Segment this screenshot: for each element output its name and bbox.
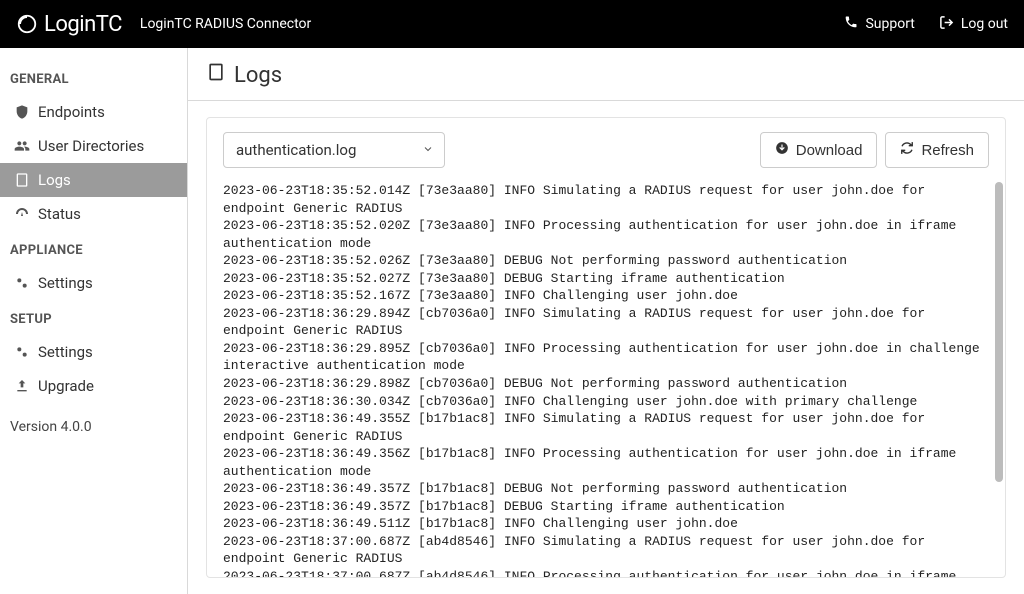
- cogs-icon: [14, 275, 30, 291]
- download-button[interactable]: Download: [760, 132, 878, 168]
- sidebar-item-appliance-settings[interactable]: Settings: [0, 266, 187, 300]
- log-file-select[interactable]: authentication.log: [223, 132, 445, 168]
- sidebar-item-user-directories[interactable]: User Directories: [0, 129, 187, 163]
- logout-icon: [939, 15, 954, 34]
- selected-log-label: authentication.log: [236, 141, 356, 159]
- logo-text: LoginTC: [44, 12, 122, 37]
- topbar: LoginTC LoginTC RADIUS Connector Support…: [0, 0, 1024, 48]
- support-label: Support: [865, 16, 914, 32]
- refresh-button[interactable]: Refresh: [885, 132, 989, 168]
- log-output[interactable]: 2023-06-23T18:35:52.014Z [73e3aa80] INFO…: [207, 182, 1005, 577]
- section-appliance: APPLIANCE: [0, 231, 187, 266]
- sidebar-item-label: Status: [38, 205, 81, 223]
- main-area: Logs authentication.log: [188, 48, 1024, 594]
- sidebar-item-label: User Directories: [38, 137, 144, 155]
- support-link[interactable]: Support: [844, 15, 914, 33]
- page-title: Logs: [234, 63, 282, 88]
- section-general: GENERAL: [0, 60, 187, 95]
- sidebar-item-label: Settings: [38, 274, 93, 292]
- users-icon: [14, 138, 30, 154]
- page-header: Logs: [188, 48, 1024, 101]
- scrollbar-thumb[interactable]: [995, 182, 1003, 482]
- book-icon: [206, 62, 226, 88]
- sidebar-item-logs[interactable]: Logs: [0, 163, 187, 197]
- logo-icon: [16, 13, 38, 35]
- sidebar-item-status[interactable]: Status: [0, 197, 187, 231]
- upload-icon: [14, 378, 30, 394]
- sidebar-item-label: Settings: [38, 343, 93, 361]
- download-icon: [775, 141, 789, 159]
- sidebar-item-endpoints[interactable]: Endpoints: [0, 95, 187, 129]
- refresh-icon: [900, 141, 914, 159]
- sidebar-item-upgrade[interactable]: Upgrade: [0, 369, 187, 403]
- logs-panel: authentication.log Download: [206, 117, 1006, 578]
- app-title: LoginTC RADIUS Connector: [140, 16, 311, 32]
- cogs-icon: [14, 344, 30, 360]
- chevron-down-icon: [422, 141, 434, 159]
- version-label: Version 4.0.0: [0, 403, 187, 451]
- section-setup: SETUP: [0, 300, 187, 335]
- brand: LoginTC: [16, 12, 122, 37]
- sidebar-item-setup-settings[interactable]: Settings: [0, 335, 187, 369]
- dashboard-icon: [14, 206, 30, 222]
- sidebar-item-label: Upgrade: [38, 377, 94, 395]
- shield-icon: [14, 104, 30, 120]
- sidebar: GENERAL Endpoints User Directories Logs …: [0, 48, 188, 594]
- phone-icon: [844, 15, 858, 33]
- sidebar-item-label: Logs: [38, 171, 71, 189]
- book-icon: [14, 172, 30, 188]
- logs-toolbar: authentication.log Download: [207, 118, 1005, 182]
- logout-link[interactable]: Log out: [939, 15, 1008, 34]
- download-label: Download: [796, 142, 863, 159]
- sidebar-item-label: Endpoints: [38, 103, 105, 121]
- refresh-label: Refresh: [921, 142, 974, 159]
- logout-label: Log out: [961, 16, 1008, 32]
